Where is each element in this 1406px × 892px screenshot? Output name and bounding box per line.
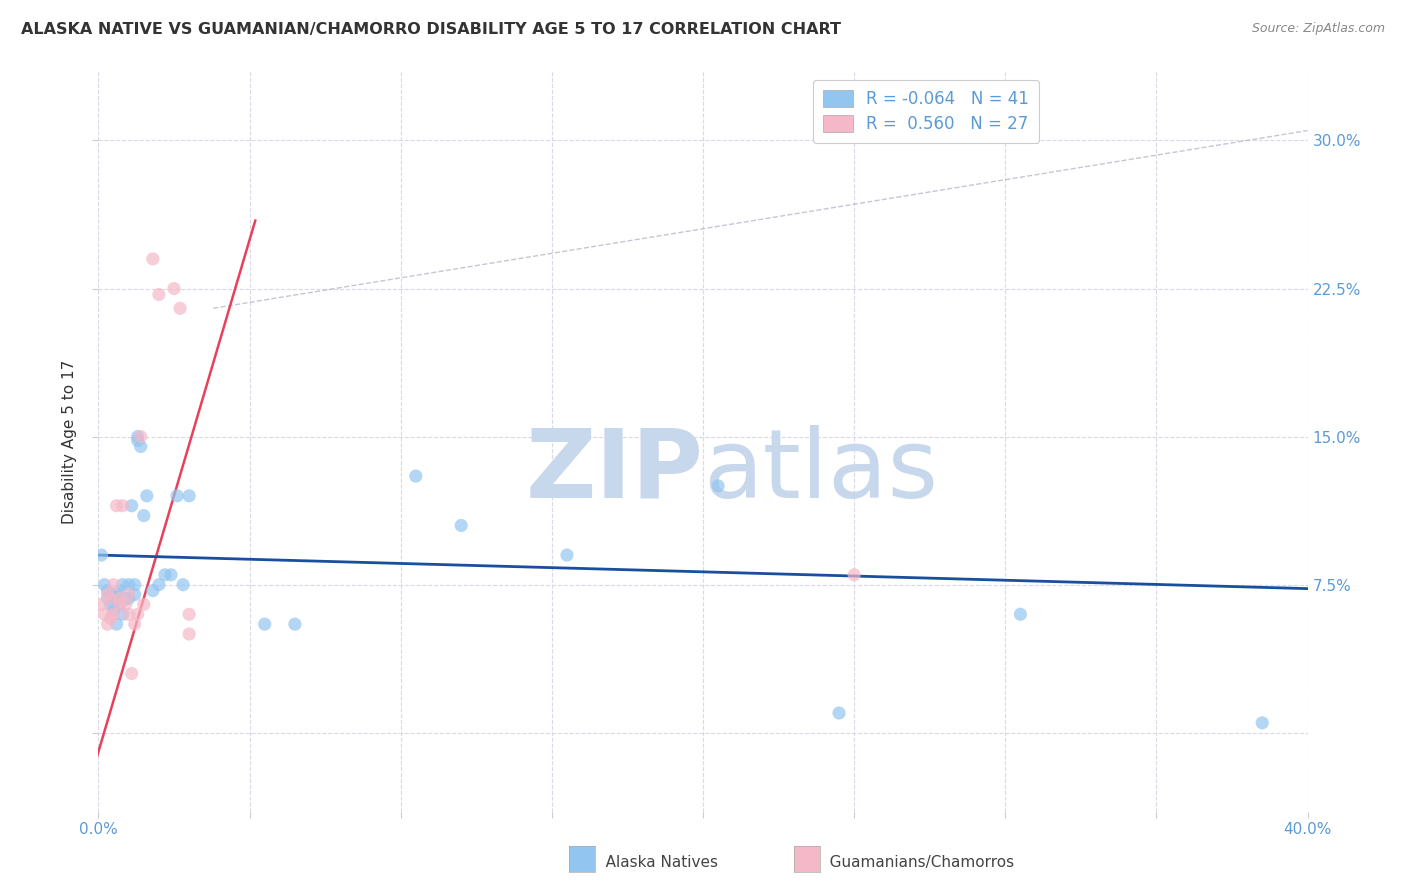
Point	[1010, 607, 1032, 622]
Y-axis label: Disability Age 5 to 17: Disability Age 5 to 17	[62, 359, 77, 524]
Point	[148, 577, 170, 591]
Point	[100, 591, 122, 606]
Point	[118, 577, 141, 591]
Point	[108, 583, 131, 598]
Point	[90, 598, 112, 612]
Point	[142, 583, 165, 598]
Point	[96, 617, 118, 632]
Text: Source: ZipAtlas.com: Source: ZipAtlas.com	[1251, 22, 1385, 36]
Point	[114, 598, 136, 612]
Point	[111, 499, 134, 513]
Point	[179, 489, 201, 503]
Point	[103, 607, 125, 622]
Point	[127, 429, 149, 443]
Point	[100, 598, 122, 612]
Text: ALASKA NATIVE VS GUAMANIAN/CHAMORRO DISABILITY AGE 5 TO 17 CORRELATION CHART: ALASKA NATIVE VS GUAMANIAN/CHAMORRO DISA…	[21, 22, 841, 37]
Point	[103, 577, 125, 591]
Point	[160, 567, 183, 582]
Point	[555, 548, 578, 562]
Point	[148, 287, 170, 301]
Point	[124, 617, 146, 632]
Point	[129, 429, 152, 443]
Point	[828, 706, 851, 720]
Point	[405, 469, 427, 483]
Point	[114, 591, 136, 606]
Point	[108, 591, 131, 606]
Point	[100, 588, 122, 602]
Point	[111, 607, 134, 622]
Text: atlas: atlas	[703, 425, 938, 517]
Point	[121, 666, 143, 681]
Point	[93, 577, 115, 591]
Point	[103, 603, 125, 617]
Point	[124, 588, 146, 602]
Point	[707, 479, 730, 493]
Point	[163, 281, 186, 295]
Point	[96, 591, 118, 606]
Point	[100, 611, 122, 625]
Point	[90, 548, 112, 562]
Point	[284, 617, 307, 632]
Point	[108, 598, 131, 612]
Point	[172, 577, 194, 591]
Point	[179, 627, 201, 641]
Point	[1251, 715, 1274, 730]
Point	[105, 588, 128, 602]
Point	[124, 577, 146, 591]
Point	[844, 567, 866, 582]
Point	[108, 598, 131, 612]
Point	[118, 591, 141, 606]
Point	[142, 252, 165, 266]
Point	[253, 617, 276, 632]
Text: Alaska Natives: Alaska Natives	[591, 855, 717, 870]
Legend: R = -0.064   N = 41, R =  0.560   N = 27: R = -0.064 N = 41, R = 0.560 N = 27	[813, 79, 1039, 143]
Point	[450, 518, 472, 533]
Point	[105, 499, 128, 513]
Point	[132, 508, 155, 523]
Point	[153, 567, 176, 582]
Point	[135, 489, 157, 503]
Point	[166, 489, 188, 503]
Point	[118, 588, 141, 602]
Text: Guamanians/Chamorros: Guamanians/Chamorros	[815, 855, 1015, 870]
Point	[118, 607, 141, 622]
Point	[93, 607, 115, 622]
Point	[127, 434, 149, 448]
Point	[121, 499, 143, 513]
Point	[111, 577, 134, 591]
Point	[127, 607, 149, 622]
Point	[132, 598, 155, 612]
Text: ZIP: ZIP	[524, 425, 703, 517]
Point	[105, 617, 128, 632]
Point	[129, 440, 152, 454]
Point	[96, 588, 118, 602]
Point	[179, 607, 201, 622]
Point	[96, 583, 118, 598]
Point	[103, 591, 125, 606]
Point	[169, 301, 191, 316]
